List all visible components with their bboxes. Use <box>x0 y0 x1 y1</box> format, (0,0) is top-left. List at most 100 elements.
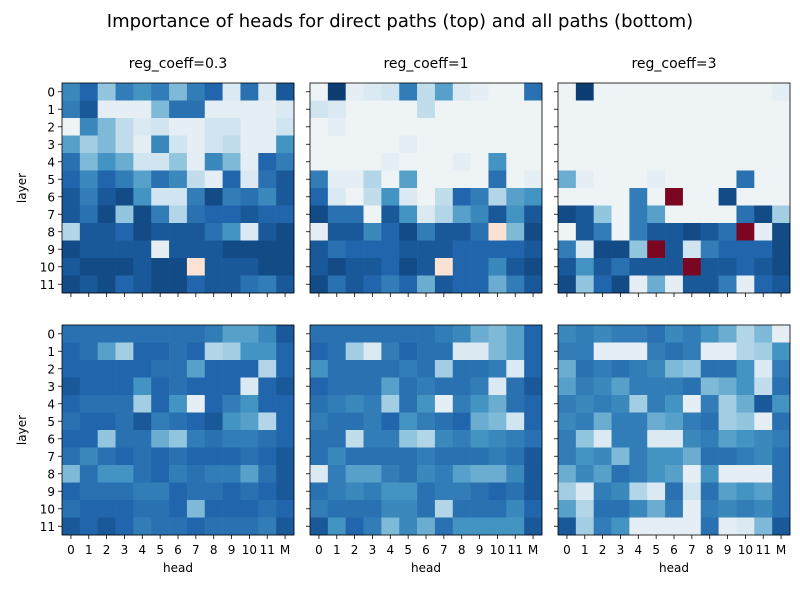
heatmap-cell <box>647 517 666 536</box>
heatmap-cell <box>470 342 489 361</box>
heatmap-cell <box>682 118 702 136</box>
heatmap-cell <box>488 205 507 224</box>
heatmap-cell <box>506 188 525 206</box>
heatmap-cell <box>310 100 329 119</box>
x-tick-label: 8 <box>706 543 714 557</box>
heatmap-cell <box>115 100 134 119</box>
x-tick-label: 4 <box>634 543 642 557</box>
heatmap-cell <box>133 377 152 396</box>
heatmap-cell <box>647 430 666 448</box>
y-tick-label: 4 <box>47 397 55 411</box>
heatmap-cell <box>258 135 277 154</box>
x-tick-label: 2 <box>599 543 607 557</box>
heatmap-cell <box>133 482 152 501</box>
heatmap-cell <box>647 223 666 241</box>
heatmap-cell <box>558 377 577 396</box>
heatmap-cell <box>647 118 666 136</box>
heatmap-cell <box>399 360 418 378</box>
heatmap-cell <box>524 240 543 259</box>
heatmap-cell <box>434 412 454 431</box>
heatmap-cell <box>488 275 507 294</box>
heatmap-cell <box>434 342 454 361</box>
heatmap-cell <box>434 275 454 294</box>
heatmap-cell <box>204 100 223 119</box>
heatmap-cell <box>611 83 630 101</box>
heatmap-cell <box>276 223 295 241</box>
heatmap-cell <box>381 275 400 294</box>
heatmap-cell <box>452 118 471 136</box>
heatmap-cell <box>629 205 648 224</box>
heatmap-cell <box>310 135 329 154</box>
heatmap-cell <box>276 135 295 154</box>
heatmap-cell <box>97 170 116 189</box>
heatmap-cell <box>345 430 364 448</box>
heatmap-cell <box>417 325 436 343</box>
heatmap-cell <box>222 258 241 276</box>
heatmap-cell <box>611 188 630 206</box>
x-tick-label: 6 <box>670 543 678 557</box>
heatmap-cell <box>736 275 755 294</box>
heatmap-cell <box>222 360 241 378</box>
heatmap-cell <box>97 360 116 378</box>
x-axis-label: head <box>659 561 689 575</box>
heatmap-cell <box>736 118 755 136</box>
heatmap-cell <box>593 325 612 343</box>
heatmap-cell <box>186 240 206 259</box>
heatmap-cell <box>558 240 577 259</box>
heatmap-cell <box>258 100 277 119</box>
heatmap-cell <box>417 500 436 518</box>
heatmap-cell <box>593 258 612 276</box>
heatmap-cell <box>524 100 543 119</box>
heatmap-cell <box>575 325 594 343</box>
heatmap-cell <box>754 360 773 378</box>
heatmap-cell <box>186 205 206 224</box>
heatmap-cell <box>345 188 364 206</box>
heatmap-cell <box>754 240 773 259</box>
heatmap-cell <box>310 342 329 361</box>
heatmap-cell <box>700 188 719 206</box>
heatmap-cell <box>718 188 737 206</box>
heatmap-cell <box>133 412 152 431</box>
heatmap-cell <box>186 412 206 431</box>
heatmap-cell <box>222 135 241 154</box>
heatmap-cell <box>186 430 206 448</box>
heatmap-cell <box>186 170 206 189</box>
heatmap-cell <box>276 258 295 276</box>
heatmap-cell <box>62 240 81 259</box>
heatmap-cell <box>470 100 489 119</box>
heatmap-cell <box>524 275 543 294</box>
heatmap-cell <box>381 118 400 136</box>
heatmap-cell <box>488 500 507 518</box>
heatmap-cell <box>575 223 594 241</box>
heatmap-cell <box>452 170 471 189</box>
heatmap-cell <box>115 240 134 259</box>
heatmap-cell <box>665 170 684 189</box>
heatmap-cell <box>115 135 134 154</box>
heatmap-cell <box>222 240 241 259</box>
heatmap-cell <box>363 500 382 518</box>
heatmap-cell <box>629 500 648 518</box>
heatmap-cell <box>417 342 436 361</box>
heatmap-cell <box>79 482 98 501</box>
heatmap-cell <box>772 83 791 101</box>
y-axis-label: layer <box>15 173 29 203</box>
heatmap-cell <box>575 517 594 536</box>
heatmap-cell <box>452 482 471 501</box>
heatmap-cell <box>79 465 98 483</box>
heatmap-cell <box>240 118 259 136</box>
heatmap-cell <box>62 500 81 518</box>
heatmap-cell <box>169 100 188 119</box>
heatmap-cell <box>736 188 755 206</box>
heatmap-cell <box>151 118 170 136</box>
heatmap-cell <box>363 342 382 361</box>
heatmap-cell <box>345 517 364 536</box>
heatmap-cell <box>452 223 471 241</box>
heatmap-cell <box>97 275 116 294</box>
heatmap-cell <box>310 205 329 224</box>
heatmap-cell <box>79 188 98 206</box>
heatmap-cell <box>665 135 684 154</box>
heatmap-cell <box>204 205 223 224</box>
heatmap-cell <box>169 325 188 343</box>
heatmap-cell <box>151 500 170 518</box>
heatmap-cell <box>62 118 81 136</box>
